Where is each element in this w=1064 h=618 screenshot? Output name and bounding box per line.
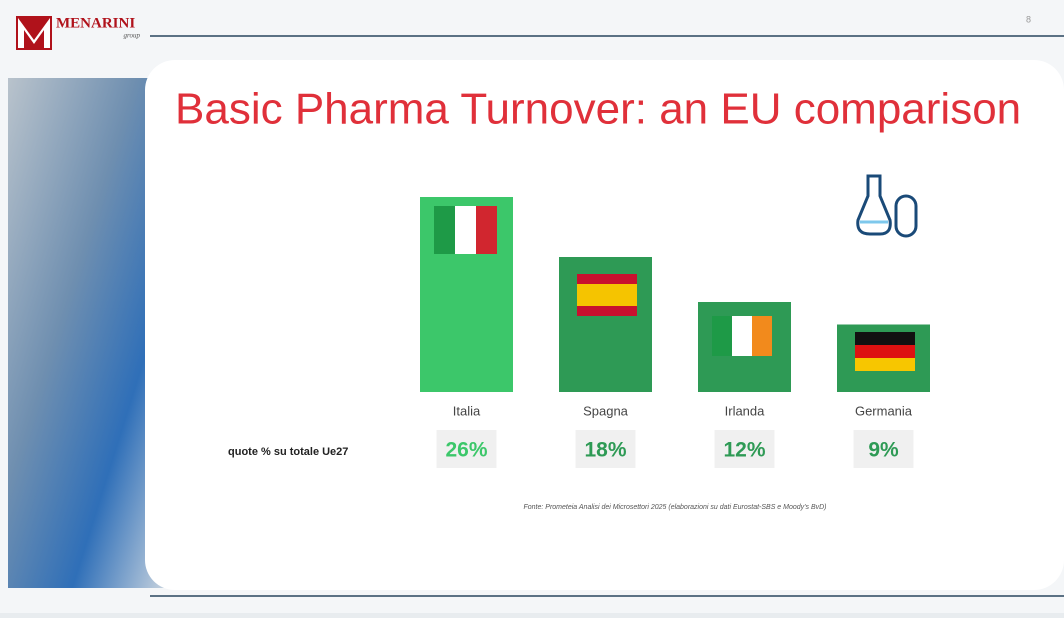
flag-it xyxy=(476,206,497,254)
flag-it xyxy=(434,206,455,254)
value-label: 18% xyxy=(584,439,626,462)
value-box xyxy=(436,430,497,468)
value-box xyxy=(575,430,636,468)
value-label: 26% xyxy=(445,439,487,462)
category-label: Germania xyxy=(855,403,913,418)
flag-ie xyxy=(732,316,752,356)
value-box xyxy=(714,430,775,468)
value-box xyxy=(853,430,914,468)
value-label: 9% xyxy=(868,439,899,462)
logo-m xyxy=(18,18,50,48)
page-number: 8 xyxy=(1026,14,1031,24)
flag-es xyxy=(577,284,637,306)
category-label: Spagna xyxy=(583,403,629,418)
flag-de xyxy=(855,332,915,345)
row-label: quote % su totale Ue27 xyxy=(228,446,348,458)
source: Fonte: Prometeia Analisi dei Microsettor… xyxy=(524,504,827,511)
brand-sub: group xyxy=(124,32,141,40)
flag-ie xyxy=(712,316,732,356)
flag-de xyxy=(855,345,915,358)
flag-it xyxy=(455,206,476,254)
photo xyxy=(8,78,168,588)
flag-ie xyxy=(752,316,772,356)
value-label: 12% xyxy=(723,439,765,462)
flag-de xyxy=(855,358,915,371)
category-label: Irlanda xyxy=(725,403,766,418)
category-label: Italia xyxy=(453,403,481,418)
brand: MENARINI xyxy=(56,15,135,31)
chart-title: Basic Pharma Turnover: an EU comparison xyxy=(175,85,1021,134)
flags xyxy=(434,206,915,371)
lab-icon xyxy=(856,174,918,238)
